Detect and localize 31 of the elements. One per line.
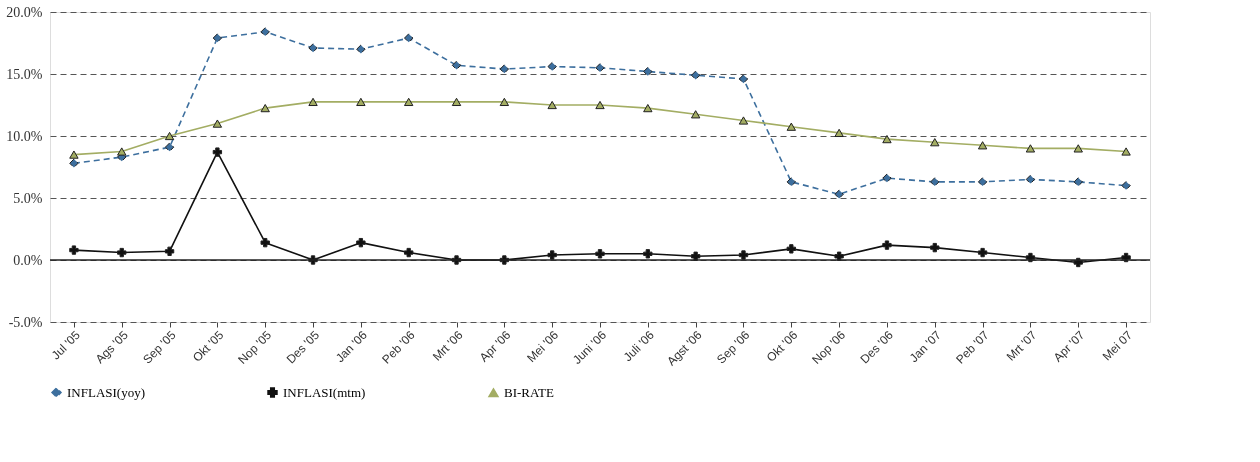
x-tick-label: Peb '06 — [379, 327, 418, 367]
x-tick-label: Mei '06 — [524, 327, 562, 366]
x-tick-label: Des '06 — [857, 327, 897, 367]
y-tick-label: 0.0% — [13, 252, 43, 268]
x-tick-label: Apr '06 — [476, 327, 514, 365]
x-tick-label: Okt '05 — [189, 327, 227, 365]
x-tick-label: Mrt '06 — [429, 327, 466, 364]
x-tick-label: Sep '05 — [140, 327, 179, 367]
y-tick-label: 20.0% — [6, 4, 43, 20]
x-tick-label: Des '05 — [283, 327, 323, 367]
x-tick-label: Mrt '07 — [1003, 327, 1040, 364]
x-tick-label: Peb '07 — [953, 327, 992, 367]
x-tick-label: Nop '05 — [235, 327, 275, 367]
legend-label: INFLASI(mtm) — [283, 384, 366, 400]
x-tick-label: Sep '06 — [714, 327, 753, 367]
x-tick-label: Okt '06 — [763, 327, 801, 365]
x-tick-label: Juli '06 — [620, 327, 658, 365]
legend-label: BI-RATE — [504, 384, 554, 400]
x-tick-label: Nop '06 — [809, 327, 849, 367]
y-tick-label: 15.0% — [6, 66, 43, 82]
x-tick-label: Mei 07 — [1099, 327, 1136, 364]
legend-label: INFLASI(yoy) — [67, 384, 145, 400]
y-tick-label: 5.0% — [13, 190, 43, 206]
x-tick-label: Apr '07 — [1050, 327, 1088, 365]
x-tick-label: Jan '07 — [906, 327, 944, 366]
y-tick-label: -5.0% — [8, 314, 43, 330]
x-tick-label: Jan '06 — [332, 327, 371, 366]
x-tick-label: Ags '05 — [92, 327, 131, 367]
x-tick-label: Jul '05 — [48, 327, 84, 363]
y-tick-label: 10.0% — [6, 128, 43, 144]
x-tick-label: Juni '06 — [570, 327, 610, 367]
